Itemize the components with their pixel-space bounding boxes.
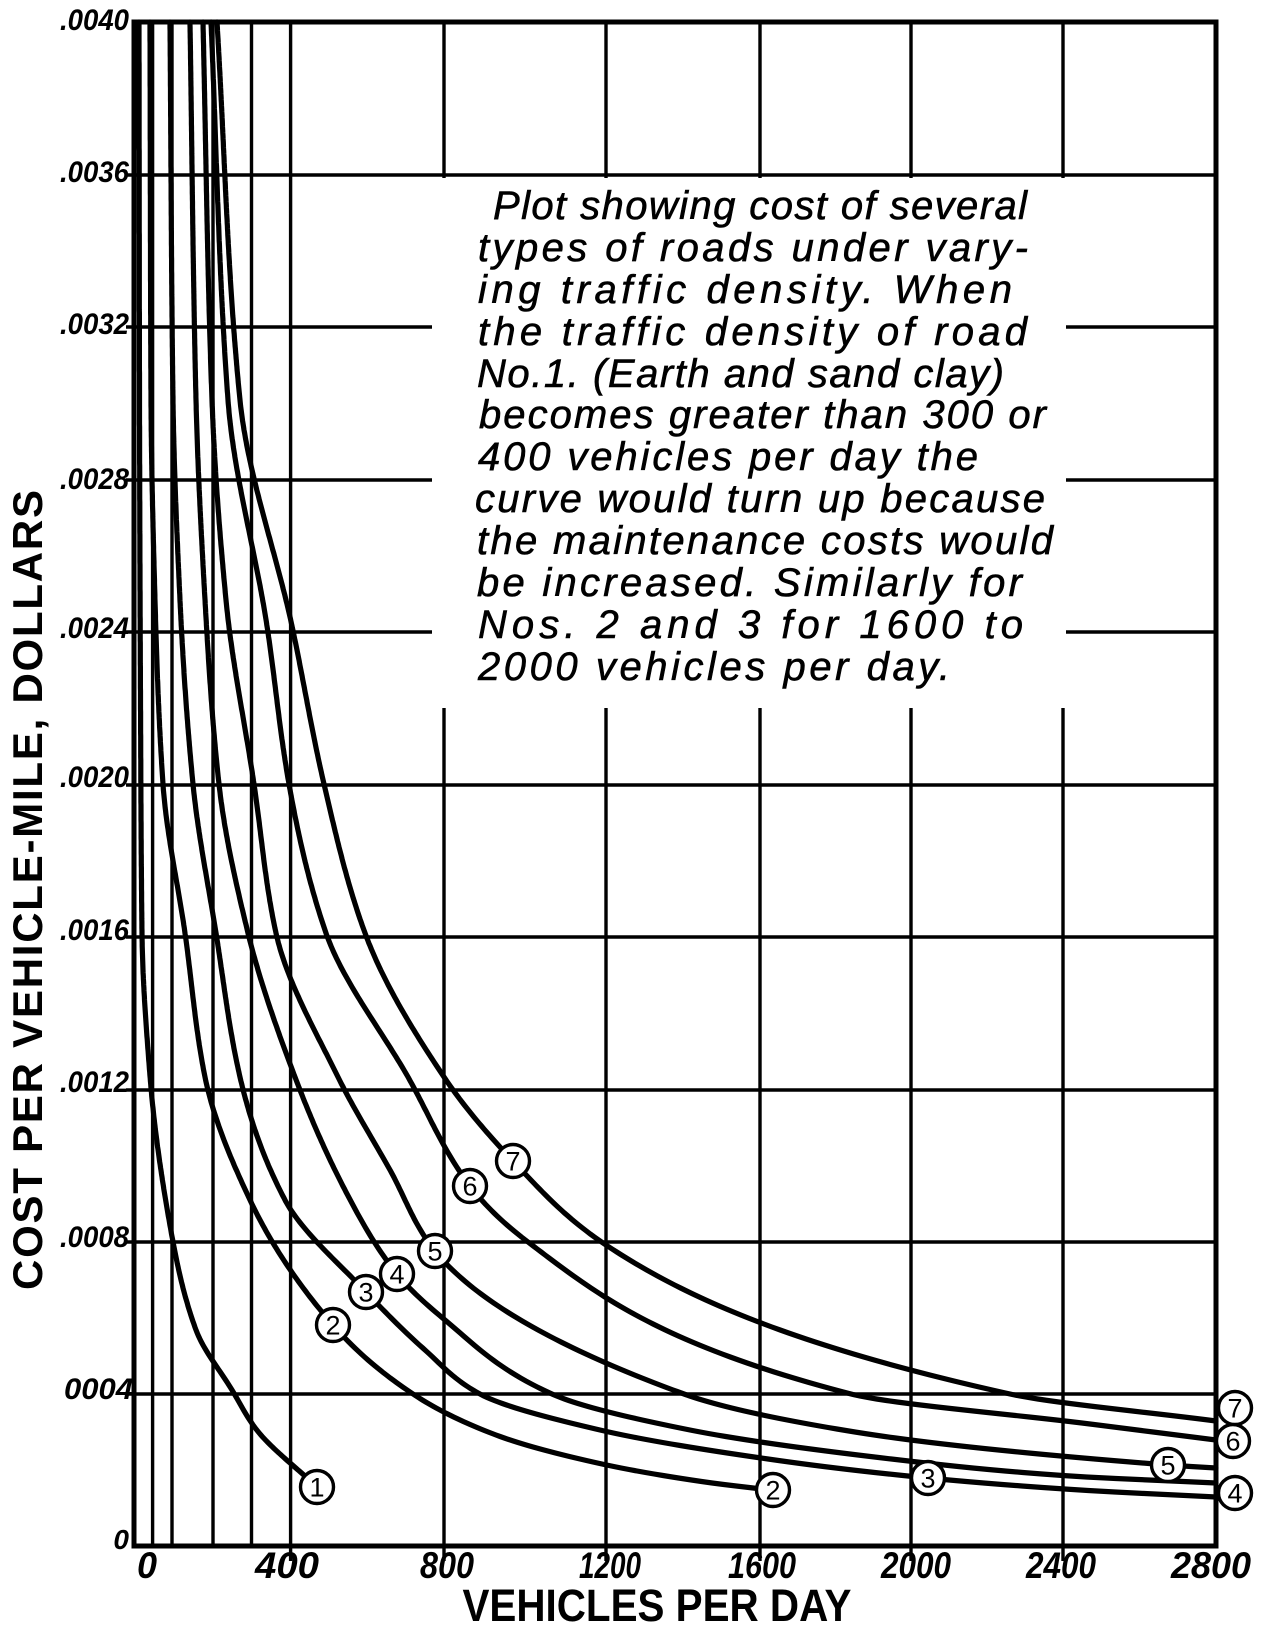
- svg-text:Nos. 2 and 3 for 1600 to: Nos. 2 and 3 for 1600 to: [478, 603, 1023, 647]
- svg-text:Plot showing cost of several: Plot showing cost of several: [493, 184, 1028, 228]
- svg-text:6: 6: [1225, 1427, 1240, 1457]
- svg-text:5: 5: [1160, 1451, 1175, 1481]
- svg-text:the traffic density of road: the traffic density of road: [478, 310, 1029, 354]
- svg-text:400 vehicles per day the: 400 vehicles per day the: [478, 435, 978, 479]
- svg-text:5: 5: [427, 1237, 442, 1267]
- svg-text:be increased. Similarly for: be increased. Similarly for: [477, 561, 1024, 605]
- svg-text:3: 3: [358, 1278, 373, 1308]
- svg-text:.0040: .0040: [60, 4, 129, 37]
- svg-text:becomes greater than 300 or: becomes greater than 300 or: [479, 393, 1048, 437]
- svg-text:4: 4: [1227, 1479, 1242, 1509]
- svg-text:0: 0: [113, 1524, 129, 1555]
- svg-text:ing traffic density. When: ing traffic density. When: [478, 268, 1012, 312]
- svg-text:4: 4: [389, 1260, 404, 1290]
- svg-text:800: 800: [420, 1545, 474, 1586]
- svg-text:.0028: .0028: [60, 463, 129, 496]
- svg-text:curve would turn up because: curve would turn up because: [475, 477, 1045, 521]
- svg-text:VEHICLES PER DAY: VEHICLES PER DAY: [463, 1580, 852, 1631]
- svg-text:types of roads under vary-: types of roads under vary-: [478, 226, 1028, 270]
- svg-text:2000 vehicles per day.: 2000 vehicles per day.: [477, 645, 950, 689]
- svg-text:2: 2: [325, 1311, 340, 1341]
- svg-text:.0016: .0016: [60, 914, 129, 947]
- svg-text:2800: 2800: [1170, 1545, 1251, 1586]
- svg-text:2400: 2400: [1025, 1545, 1096, 1586]
- svg-text:.0036: .0036: [60, 156, 129, 189]
- svg-text:0: 0: [137, 1545, 157, 1586]
- svg-text:3: 3: [920, 1464, 935, 1494]
- svg-text:1600: 1600: [728, 1545, 796, 1586]
- svg-text:2000: 2000: [880, 1545, 951, 1586]
- svg-text:7: 7: [1227, 1394, 1242, 1424]
- svg-text:1: 1: [309, 1473, 324, 1503]
- svg-text:.0032: .0032: [60, 308, 129, 341]
- svg-text:COST PER VEHICLE-MILE, DOLLARS: COST PER VEHICLE-MILE, DOLLARS: [4, 490, 51, 1290]
- svg-text:1200: 1200: [579, 1545, 641, 1586]
- svg-text:2: 2: [765, 1476, 780, 1506]
- svg-text:.0020: .0020: [60, 761, 129, 794]
- svg-text:7: 7: [505, 1147, 520, 1177]
- svg-text:.0012: .0012: [60, 1066, 129, 1099]
- svg-text:No.1. (Earth and sand clay): No.1. (Earth and sand clay): [477, 352, 1004, 396]
- svg-text:the maintenance costs would: the maintenance costs would: [477, 519, 1055, 563]
- svg-text:6: 6: [462, 1172, 477, 1202]
- svg-text:400: 400: [254, 1545, 319, 1586]
- svg-text:.0008: .0008: [60, 1221, 129, 1254]
- svg-text:.0024: .0024: [60, 612, 129, 645]
- svg-text:0004: 0004: [64, 1373, 133, 1406]
